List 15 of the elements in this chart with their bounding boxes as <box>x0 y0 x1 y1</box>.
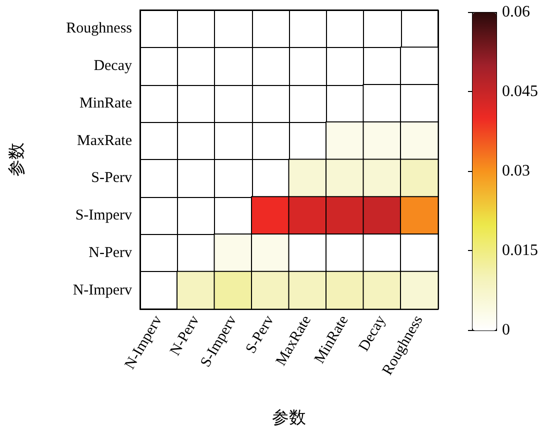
y-tick-label: S-Perv <box>91 170 132 186</box>
y-tick-label: MinRate <box>80 95 132 112</box>
y-tick-label: Decay <box>94 58 132 74</box>
y-tick-label: Roughness <box>66 20 132 37</box>
color-bar-label: 0.045 <box>502 83 538 100</box>
y-axis-title: 参数 <box>7 142 26 176</box>
x-axis-title: 参数 <box>272 408 306 427</box>
y-tick-label: N-Imperv <box>72 282 132 298</box>
y-tick-label: N-Perv <box>88 244 132 261</box>
color-bar-label: 0 <box>502 322 510 338</box>
y-tick-label: MaxRate <box>77 132 132 149</box>
color-bar-label: 0.03 <box>502 162 530 180</box>
y-tick-label: S-Imperv <box>75 208 132 224</box>
color-bar-label: 0.06 <box>502 4 530 20</box>
color-bar-label: 0.015 <box>502 242 538 259</box>
